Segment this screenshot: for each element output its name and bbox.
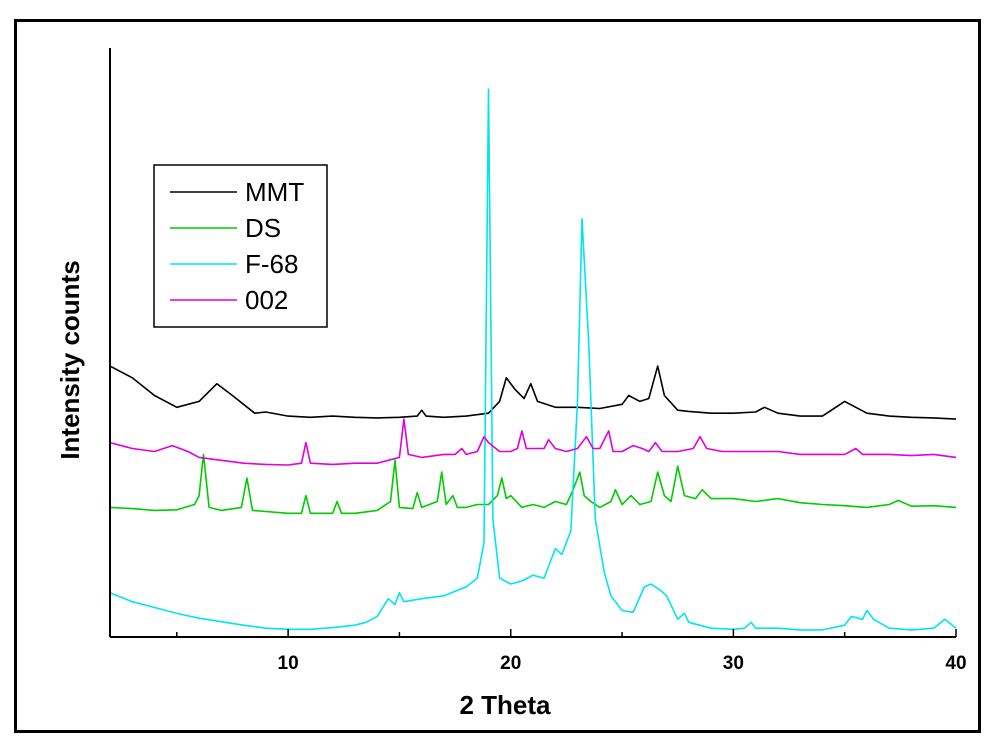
- x-tick-label: 10: [278, 653, 299, 674]
- legend-label-ds: DS: [245, 213, 281, 243]
- series-line-mmt: [109, 365, 957, 420]
- x-tick-label: 30: [723, 653, 744, 674]
- ticks-layer: 10 20 30 40: [176, 629, 967, 674]
- legend-label-002: 002: [245, 285, 288, 315]
- chart-frame: 10 20 30 40 2 Theta Intensity counts MMT DS F…: [14, 19, 981, 733]
- x-tick-label: 40: [945, 653, 966, 674]
- x-tick-label: 20: [500, 653, 521, 674]
- legend-label-mmt: MMT: [245, 177, 304, 207]
- legend: MMT DS F-68 002: [153, 164, 328, 328]
- legend-label-f-68: F-68: [245, 249, 298, 279]
- series-line-ds: [109, 453, 957, 515]
- series-layer: [109, 88, 957, 631]
- series-line-f-68: [109, 88, 957, 631]
- xrd-chart: 10 20 30 40 2 Theta Intensity counts MMT DS F…: [55, 48, 967, 720]
- x-axis-title: 2 Theta: [459, 690, 551, 720]
- y-axis-title: Intensity counts: [55, 260, 85, 459]
- series-line-002: [109, 418, 957, 466]
